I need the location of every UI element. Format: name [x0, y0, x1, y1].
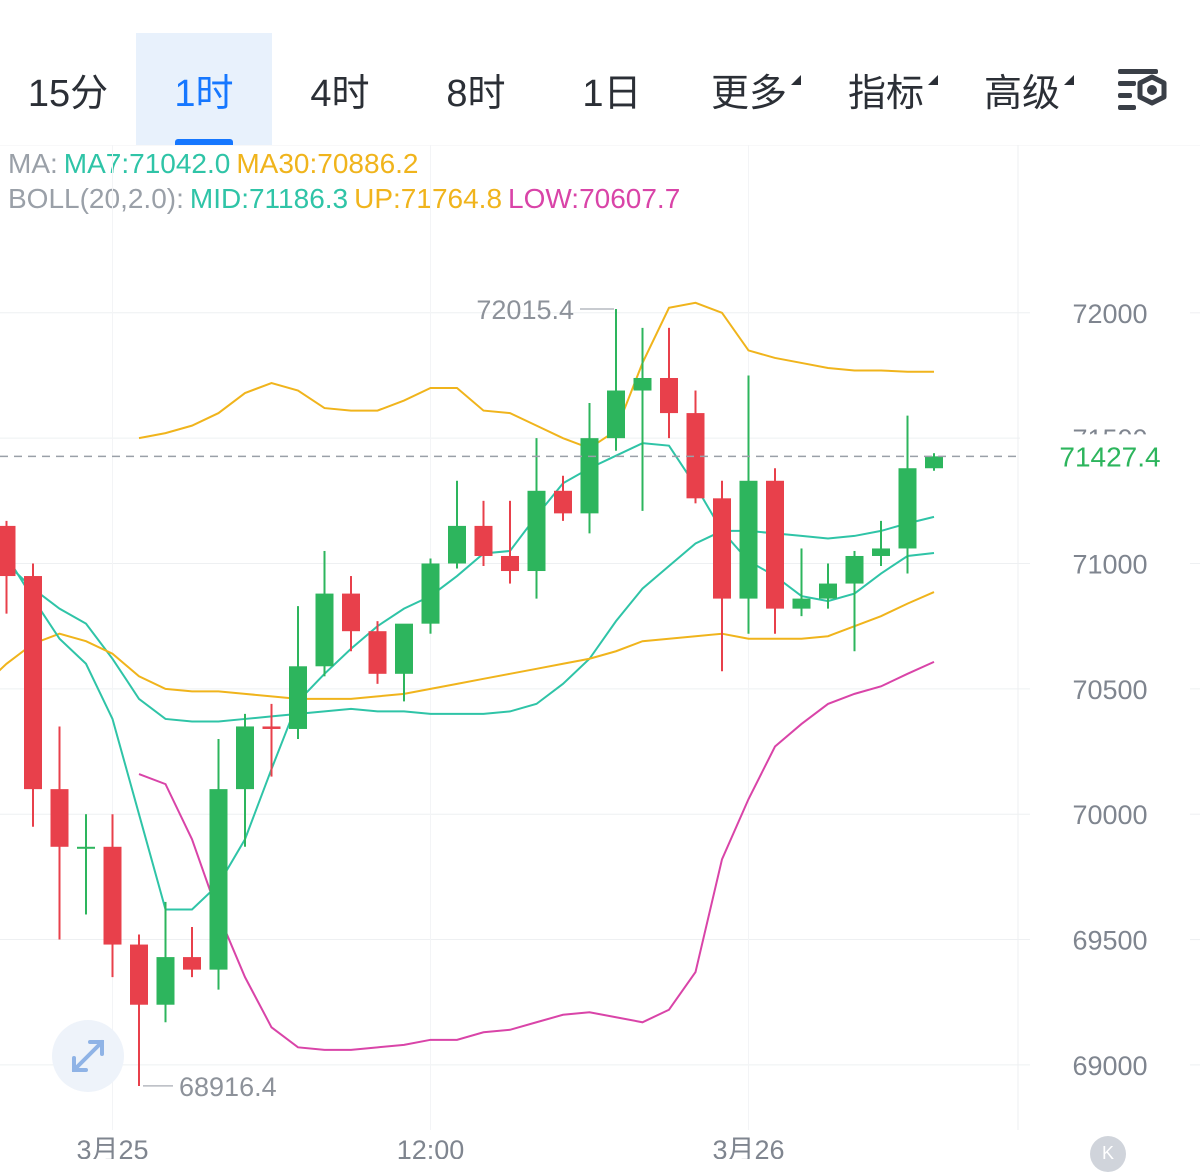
boll-mid-line — [0, 515, 935, 723]
candle — [474, 525, 493, 556]
ma30-line — [0, 591, 935, 700]
boll-up-line — [138, 301, 935, 450]
candle — [103, 846, 122, 945]
candle — [819, 583, 837, 599]
x-tick-label: 12:00 — [397, 1135, 465, 1159]
y-tick-label: 69000 — [1072, 1051, 1147, 1081]
tab-label: 指标 — [848, 62, 938, 117]
y-tick-label: 72000 — [1072, 299, 1147, 329]
active-tab-indicator — [175, 139, 233, 145]
dropdown-caret-icon — [1064, 74, 1074, 85]
tab-label: 15分 — [27, 72, 109, 115]
tab-7[interactable]: 高级 — [954, 33, 1090, 145]
candle — [633, 377, 652, 391]
expand-arrows-icon[interactable] — [52, 1020, 124, 1092]
candle — [527, 490, 546, 572]
y-tick-label: 71000 — [1072, 550, 1147, 580]
candle — [607, 390, 625, 439]
candle — [739, 480, 758, 599]
ma30-value: MA30:70886.2 — [236, 148, 419, 179]
candle — [766, 480, 784, 609]
candlestick-chart[interactable]: 690006950070000705007100071500720003月251… — [0, 145, 1200, 1159]
candle — [315, 593, 334, 667]
dropdown-caret-icon — [928, 74, 938, 85]
candle — [580, 438, 599, 514]
candle — [236, 726, 254, 790]
candle — [713, 498, 731, 599]
candle — [501, 555, 519, 572]
ma-prefix: MA: — [8, 148, 58, 179]
candle — [77, 846, 95, 849]
candle — [686, 413, 705, 499]
candle — [209, 789, 228, 970]
tab-label: 高级 — [984, 62, 1074, 117]
ma7-value: MA7:71042.0 — [63, 148, 231, 179]
candle — [421, 563, 440, 624]
y-tick-label: 69500 — [1072, 926, 1147, 956]
candle — [156, 957, 175, 1005]
candle — [925, 456, 943, 469]
low-marker-label: 68916.4 — [179, 1072, 277, 1102]
tab-0[interactable]: 15分 — [0, 33, 136, 145]
y-tick-label: 70000 — [1072, 800, 1147, 830]
candle — [898, 468, 917, 549]
tab-5[interactable]: 更多 — [680, 33, 818, 145]
dropdown-caret-icon — [791, 74, 801, 85]
candle — [792, 598, 811, 609]
tab-6[interactable]: 指标 — [818, 33, 954, 145]
tab-label: 1时 — [174, 72, 234, 115]
chart-settings-icon[interactable] — [1112, 63, 1174, 117]
tab-4[interactable]: 1日 — [544, 33, 680, 145]
candle — [50, 789, 69, 847]
ma-legend: MA: MA7:71042.0 MA30:70886.2 — [8, 148, 425, 180]
boll-low-line — [138, 660, 935, 1051]
candle — [845, 555, 864, 584]
candle — [872, 548, 890, 556]
timeframe-tabs: 15分 1时 4时 8时 1日 更多 指标 高级 — [0, 0, 1200, 145]
candle — [342, 593, 360, 632]
boll-low-value: LOW:70607.7 — [508, 183, 681, 214]
candle — [130, 944, 148, 1005]
tab-2[interactable]: 4时 — [272, 33, 408, 145]
candle — [554, 490, 572, 514]
x-tick-label: 3月25 — [76, 1135, 148, 1159]
boll-up-value: UP:71764.8 — [354, 183, 503, 214]
candle — [24, 576, 42, 790]
candle — [448, 525, 466, 564]
high-marker-label: 72015.4 — [476, 295, 574, 325]
tab-label: 更多 — [711, 62, 801, 117]
candle — [262, 726, 281, 729]
boll-mid-value: MID:71186.3 — [189, 183, 349, 214]
y-tick-label: 70500 — [1072, 675, 1147, 705]
candle — [289, 666, 307, 729]
tab-label: 1日 — [582, 72, 642, 115]
tab-3[interactable]: 8时 — [408, 33, 544, 145]
boll-prefix: BOLL(20,2.0): — [8, 183, 184, 214]
k-badge-icon[interactable]: K — [1090, 1136, 1126, 1172]
candle — [660, 377, 678, 414]
x-tick-label: 3月26 — [712, 1135, 784, 1159]
boll-legend: BOLL(20,2.0): MID:71186.3 UP:71764.8 LOW:70… — [8, 183, 686, 215]
tab-1[interactable]: 1时 — [136, 33, 272, 145]
candle — [183, 957, 201, 970]
candle — [368, 631, 387, 674]
tab-label: 8时 — [446, 72, 506, 115]
current-price-label: 71427.4 — [1059, 441, 1160, 472]
candle — [395, 623, 413, 674]
current-price-tag — [1020, 434, 1200, 479]
tab-label: 4时 — [310, 72, 370, 115]
candle — [0, 525, 16, 577]
